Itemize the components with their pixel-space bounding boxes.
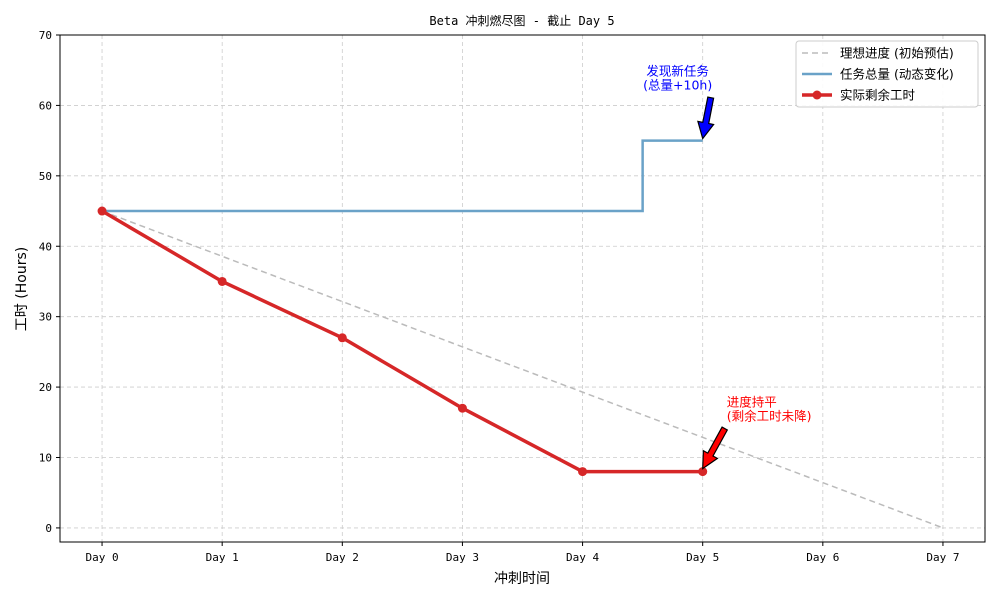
annotations-layer: 发现新任务(总量+10h) 进度持平(剩余工时未降) (643, 64, 812, 470)
y-tick-label: 50 (39, 170, 52, 183)
red-annotation-arrow (702, 426, 729, 470)
annotation-label: (总量+10h) (643, 78, 712, 93)
legend-swatch-marker (812, 90, 822, 100)
y-tick-label: 20 (39, 381, 52, 394)
x-tick-label: Day 4 (566, 551, 599, 564)
annotation-label: (剩余工时未降) (727, 409, 812, 424)
actual-remaining-point (578, 467, 588, 477)
x-tick-label: Day 1 (206, 551, 239, 564)
series-layer (97, 139, 944, 529)
grid-lines (60, 34, 985, 542)
annotation-label: 进度持平 (727, 395, 777, 410)
y-tick-label: 60 (39, 99, 52, 112)
legend-entry-label: 任务总量 (动态变化) (840, 67, 954, 82)
x-tick-label: Day 6 (806, 551, 839, 564)
plot-frame (59, 34, 986, 543)
y-tick-label: 40 (39, 240, 52, 253)
legend-entry-label: 实际剩余工时 (840, 88, 916, 103)
actual-remaining-point (97, 206, 107, 216)
actual-remaining-point (457, 403, 467, 413)
legend-entry-label: 理想进度 (初始预估) (840, 46, 954, 61)
x-tick-label: Day 5 (686, 551, 719, 564)
y-tick-label: 30 (39, 311, 52, 324)
actual-remaining-point (337, 333, 347, 343)
x-tick-label: Day 3 (446, 551, 479, 564)
ideal-progress-line (101, 210, 944, 529)
y-tick-label: 0 (45, 522, 52, 535)
x-tick-label: Day 2 (326, 551, 359, 564)
y-axis-label: 工时 (Hours) (14, 247, 30, 331)
legend-box (795, 40, 979, 108)
x-axis-label: 冲刺时间 (494, 571, 550, 587)
actual-remaining-point (698, 467, 708, 477)
y-tick-label: 10 (39, 452, 52, 465)
blue-annotation-arrow (697, 96, 715, 140)
chart-title: Beta 冲刺燃尽图 - 截止 Day 5 (429, 13, 614, 28)
y-tick-label: 70 (39, 29, 52, 42)
actual-remaining-point (217, 276, 227, 286)
annotation-label: 发现新任务 (646, 64, 709, 79)
x-tick-label: Day 7 (926, 551, 959, 564)
total-scope-line (102, 139, 703, 213)
actual-remaining-line (101, 209, 703, 474)
x-tick-label: Day 0 (85, 551, 118, 564)
axis-ticks: Day 0 Day 1 Day 2 Day 3 Day 4 Day 5 Day 6 Day 7… (39, 29, 960, 564)
legend: 理想进度 (初始预估) 任务总量 (动态变化) 实际剩余工时 (795, 40, 979, 108)
